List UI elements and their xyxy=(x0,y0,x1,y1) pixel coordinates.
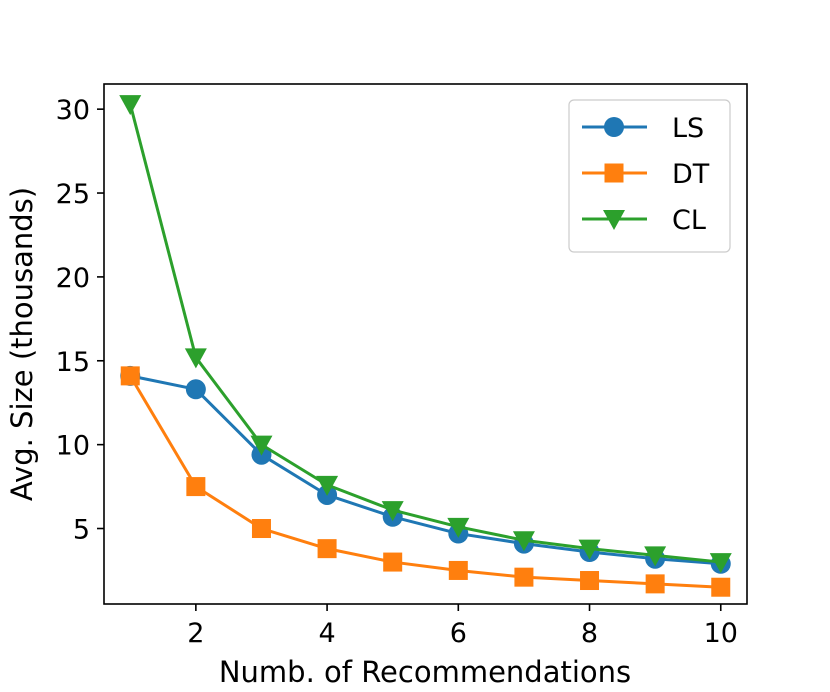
legend-marker-ls xyxy=(604,117,624,137)
x-axis-label: Numb. of Recommendations xyxy=(219,655,631,689)
legend: LS DT CL xyxy=(568,99,731,253)
series-dt-point xyxy=(186,477,206,497)
series-cl-point xyxy=(644,546,667,567)
legend-label-cl: CL xyxy=(672,205,706,236)
legend-marker-cl xyxy=(603,210,625,230)
series-cl-point xyxy=(119,95,142,116)
series-dt-point xyxy=(645,574,665,594)
x-tick-label: 2 xyxy=(187,618,204,649)
series-dt-point xyxy=(711,577,731,597)
series-dt-point xyxy=(448,560,468,580)
legend-item-dt: DT xyxy=(582,159,710,190)
y-tick-label: 5 xyxy=(73,515,90,546)
series-dt-line xyxy=(128,375,721,589)
series-ls-line xyxy=(129,374,721,566)
series-dt-point xyxy=(120,366,140,386)
ticks-layer: 2 4 6 8 10 5 10 15 20 25 30 xyxy=(56,95,738,649)
y-tick-label: 15 xyxy=(56,347,90,378)
series-dt-point xyxy=(514,567,534,587)
series-cl-point xyxy=(578,539,601,560)
series-cl-point xyxy=(512,531,535,552)
series-dt-point xyxy=(317,539,337,559)
series-cl-point xyxy=(709,553,732,574)
series-dt xyxy=(120,366,731,597)
series-layer xyxy=(119,95,732,597)
y-tick-label: 10 xyxy=(56,431,90,462)
series-cl-point xyxy=(184,348,207,369)
series-dt-point xyxy=(580,571,600,591)
series-cl-point xyxy=(250,435,273,456)
x-tick-label: 6 xyxy=(450,618,467,649)
series-ls-point xyxy=(185,379,206,400)
x-tick-label: 8 xyxy=(581,618,598,649)
series-dt-point xyxy=(251,519,271,539)
legend-marker-dt xyxy=(604,163,624,183)
series-cl-point xyxy=(316,475,339,496)
series-ls xyxy=(120,365,731,574)
x-tick-label: 10 xyxy=(704,618,738,649)
plot-frame xyxy=(103,83,748,605)
series-cl-line xyxy=(128,103,721,564)
legend-item-cl: CL xyxy=(582,205,706,236)
y-tick-label: 25 xyxy=(56,179,90,210)
legend-label-ls: LS xyxy=(672,113,704,144)
legend-label-dt: DT xyxy=(672,159,710,190)
series-cl xyxy=(119,95,732,574)
series-cl-point xyxy=(381,501,404,522)
y-tick-label: 30 xyxy=(56,95,90,126)
x-tick-label: 4 xyxy=(318,618,335,649)
series-dt-point xyxy=(383,552,403,572)
legend-items: LS DT CL xyxy=(582,113,710,236)
y-tick-label: 20 xyxy=(56,263,90,294)
series-cl-point xyxy=(447,517,470,538)
y-axis-label: Avg. Size (thousands) xyxy=(5,187,39,501)
legend-item-ls: LS xyxy=(582,113,704,144)
